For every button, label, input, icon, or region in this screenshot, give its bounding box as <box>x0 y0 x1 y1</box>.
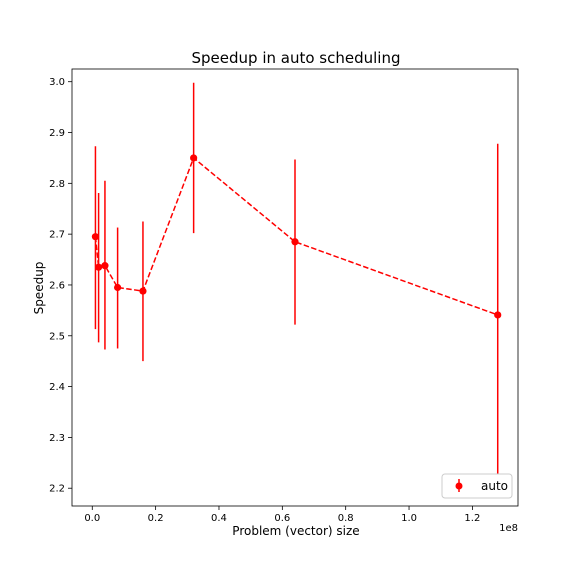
data-point <box>291 238 299 246</box>
data-point <box>114 283 122 292</box>
y-tick-label: 3.0 <box>49 77 65 88</box>
x-offset-label: 1e8 <box>499 523 518 534</box>
y-tick-label: 2.2 <box>49 484 65 495</box>
x-tick-label: 0.6 <box>274 513 290 524</box>
data-point <box>494 311 502 319</box>
data-point <box>91 233 100 241</box>
x-tick-label: 1.2 <box>464 513 480 524</box>
y-tick-label: 2.4 <box>49 382 65 393</box>
y-axis-title: Speedup <box>32 262 46 315</box>
data-point <box>101 262 109 270</box>
x-tick-label: 0.2 <box>148 513 164 524</box>
x-tick-label: 0.4 <box>211 513 227 524</box>
x-tick-label: 0.8 <box>338 513 354 524</box>
x-tick-label: 0.0 <box>84 513 100 524</box>
y-tick-label: 2.8 <box>49 179 65 190</box>
x-axis-title: Problem (vector) size <box>232 524 359 538</box>
legend-marker <box>455 482 463 490</box>
legend-label-auto: auto <box>481 479 508 493</box>
plot-area-frame <box>71 68 519 507</box>
y-axis-ticks: 2.2 2.3 2.4 2.5 2.6 2.7 2.8 2.9 3.0 <box>49 77 72 495</box>
y-tick-label: 2.7 <box>49 230 65 241</box>
data-point <box>190 154 198 162</box>
y-tick-label: 2.5 <box>49 331 65 342</box>
data-points <box>91 154 502 319</box>
x-axis-ticks: 0.0 0.2 0.4 0.6 0.8 1.0 1.2 <box>84 506 480 524</box>
data-point <box>139 287 147 295</box>
legend: auto <box>441 473 513 499</box>
y-tick-label: 2.9 <box>49 128 65 139</box>
data-point <box>95 263 103 271</box>
x-tick-label: 1.0 <box>401 513 417 524</box>
chart-title: Speedup in auto scheduling <box>192 49 401 67</box>
y-tick-label: 2.3 <box>49 433 65 444</box>
y-tick-label: 2.6 <box>49 280 65 291</box>
